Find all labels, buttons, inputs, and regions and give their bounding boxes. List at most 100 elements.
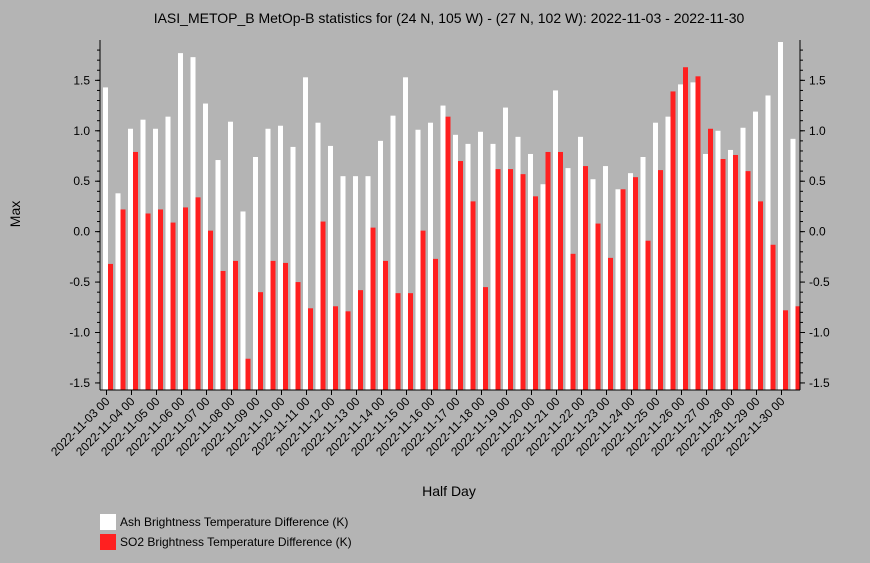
so2-bar-11 [245,358,251,390]
ash-bar-0 [103,87,108,390]
y-tick-label-right-2: -0.5 [809,275,830,289]
so2-bar-2 [133,151,138,390]
ash-bar-9 [215,160,221,390]
ash-bar-20 [353,176,358,390]
ash-bar-19 [340,176,346,390]
so2-bar-25 [420,230,426,390]
ash-bar-43 [640,157,646,390]
ash-bar-15 [290,146,296,390]
ash-bar-34 [528,153,533,390]
ash-bar-44 [653,122,658,391]
so2-bar-19 [345,311,351,390]
ash-bar-30 [478,131,483,390]
ash-bar-53 [765,95,771,391]
so2-bar-47 [695,76,701,390]
so2-bar-54 [783,310,788,390]
legend-label-so2: SO2 Brightness Temperature Difference (K… [120,535,352,549]
so2-bar-52 [758,201,763,390]
chart-title: IASI_METOP_B MetOp-B statistics for (24 … [154,10,745,26]
ash-bar-32 [503,107,508,390]
so2-bar-10 [233,260,238,390]
ash-bar-8 [203,103,208,390]
ash-bar-39 [590,179,596,390]
ash-bar-12 [253,157,258,390]
y-tick-label-left-4: 0.5 [73,174,90,188]
ash-bar-11 [240,211,246,390]
ash-bar-35 [540,184,546,390]
so2-bar-51 [745,171,751,390]
ash-bar-3 [140,119,146,391]
so2-bar-34 [533,196,538,390]
so2-bar-35 [545,151,551,390]
ash-bar-42 [628,173,633,390]
y-tick-label-right-6: 1.5 [809,73,826,87]
ash-bar-6 [178,53,183,390]
ash-bar-5 [165,116,171,391]
ash-bar-36 [553,90,558,390]
ash-bar-45 [665,116,671,391]
so2-bar-36 [558,151,563,390]
ash-bar-1 [115,193,121,390]
so2-bar-31 [495,169,501,390]
y-tick-label-left-3: 0.0 [73,225,90,239]
y-tick-label-right-3: 0.0 [809,225,826,239]
legend: Ash Brightness Temperature Difference (K… [100,512,352,552]
so2-bar-0 [108,263,113,390]
so2-bar-12 [258,292,263,390]
so2-bar-21 [370,227,376,390]
ash-bar-24 [403,77,408,390]
so2-bar-16 [308,308,313,390]
so2-bar-33 [520,174,526,390]
ash-bar-23 [390,115,396,391]
ash-bar-4 [153,128,158,390]
so2-bar-43 [645,240,651,390]
so2-bar-4 [158,209,163,390]
so2-bar-17 [320,221,326,390]
so2-bar-14 [283,262,288,390]
so2-bar-53 [770,244,776,390]
ash-bar-16 [303,77,308,390]
so2-bar-22 [383,260,388,390]
so2-bar-30 [483,287,488,390]
legend-item-so2: SO2 Brightness Temperature Difference (K… [100,532,352,552]
so2-bar-3 [145,213,151,390]
so2-bar-26 [433,258,438,390]
ash-bar-26 [428,122,433,391]
so2-bar-23 [395,293,401,390]
ash-bar-55 [790,138,796,390]
so2-bar-18 [333,306,338,390]
so2-bar-20 [358,290,363,390]
ash-bar-7 [190,57,196,390]
ash-bar-21 [365,176,371,390]
y-tick-label-right-0: -1.5 [809,376,830,390]
so2-bar-9 [220,270,226,390]
so2-bar-42 [633,177,638,390]
so2-bar-7 [195,197,201,390]
ash-bar-31 [490,143,496,390]
ash-bar-13 [265,128,271,390]
so2-bar-40 [608,257,613,390]
ash-bar-49 [715,130,721,391]
ash-bar-17 [315,122,321,391]
so2-bar-27 [445,116,451,391]
ash-bar-40 [603,166,608,390]
ash-bar-22 [378,140,383,390]
legend-label-ash: Ash Brightness Temperature Difference (K… [120,515,349,529]
ash-bar-51 [740,127,746,390]
so2-bar-6 [183,207,188,390]
y-axis-label: Max [7,201,23,227]
ash-bar-52 [753,111,758,390]
ash-bar-50 [728,149,733,390]
ash-bar-54 [778,42,783,390]
so2-bar-48 [708,128,713,390]
so2-bar-41 [620,189,626,390]
ash-bar-46 [678,84,683,390]
so2-bar-55 [795,306,801,390]
so2-bar-1 [120,209,126,390]
ash-bar-48 [703,153,708,390]
ash-bar-14 [278,125,283,391]
y-tick-label-right-4: 0.5 [809,174,826,188]
ash-bar-37 [565,168,571,390]
legend-swatch-ash [100,514,116,530]
